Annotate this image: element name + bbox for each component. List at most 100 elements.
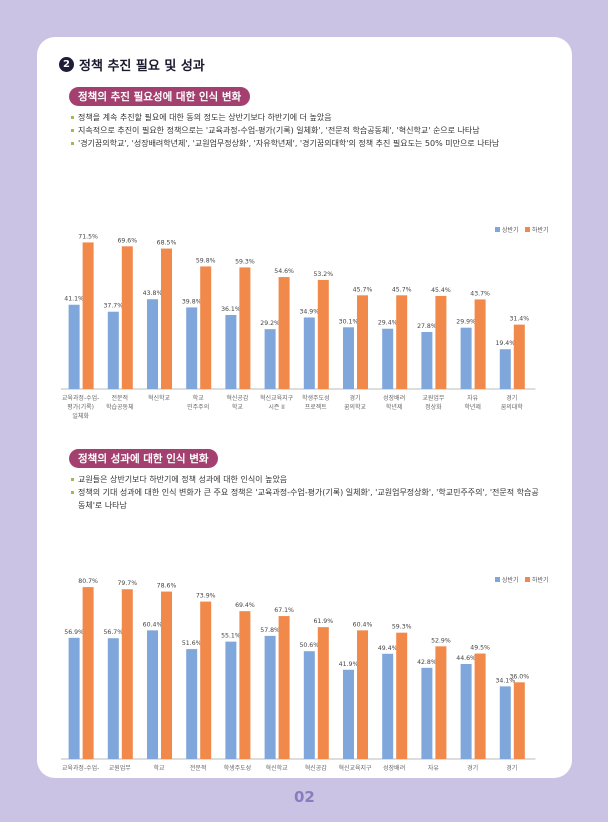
- category-label: 혁신공감: [226, 394, 249, 402]
- bar-second-half: [161, 591, 172, 759]
- data-label: 60.4%: [353, 621, 373, 628]
- bar-second-half: [474, 299, 486, 389]
- data-label: 19.4%: [495, 340, 515, 347]
- bar-second-half: [357, 295, 368, 389]
- bar-first-half: [68, 304, 80, 389]
- category-label: 정상화: [425, 403, 442, 411]
- bullet: '경기꿈의학교', '성장배려학년제', '교원업무정상화', '자유학년제',…: [71, 137, 541, 150]
- bar-second-half: [121, 589, 133, 759]
- category-label: 혁신교육지구: [260, 394, 294, 402]
- data-label: 55.1%: [221, 633, 241, 640]
- bar-first-half: [225, 641, 237, 759]
- category-label: 성장배려: [383, 764, 405, 772]
- section2-bullets: 교원들은 상반기보다 하반기에 정책 성과에 대한 인식이 높았음 정책의 기대…: [71, 473, 541, 512]
- bar-first-half: [382, 653, 394, 759]
- legend-swatch: [525, 227, 530, 232]
- bar-second-half: [82, 587, 94, 759]
- category-label: 혁신학교: [148, 394, 171, 402]
- category-label: 평가(기록): [67, 403, 94, 411]
- data-label: 73.9%: [196, 593, 216, 600]
- data-label: 45.7%: [392, 286, 412, 293]
- data-label: 67.1%: [274, 607, 294, 614]
- bar-second-half: [278, 277, 290, 389]
- bar-first-half: [303, 651, 315, 759]
- bar-second-half: [435, 646, 447, 759]
- bar-second-half: [239, 267, 251, 389]
- data-label: 34.1%: [495, 677, 515, 684]
- bar-first-half: [264, 635, 276, 759]
- data-label: 45.4%: [431, 287, 451, 294]
- data-label: 79.7%: [117, 580, 137, 587]
- legend-label: 하반기: [532, 226, 549, 234]
- data-label: 29.2%: [260, 320, 280, 327]
- category-label: 혁신교육지구: [338, 764, 372, 772]
- category-label: 민주주의: [187, 403, 209, 411]
- category-label: 경기: [467, 764, 478, 772]
- bar-first-half: [343, 327, 354, 389]
- data-label: 43.7%: [470, 290, 490, 297]
- bar-first-half: [107, 638, 119, 759]
- category-label: 학교: [232, 403, 244, 411]
- category-label: 학년제: [386, 403, 403, 411]
- data-label: 52.9%: [431, 637, 451, 644]
- data-label: 42.8%: [417, 659, 437, 666]
- data-label: 43.8%: [143, 290, 163, 297]
- category-label: 꿈의학교: [344, 403, 367, 411]
- data-label: 41.1%: [64, 296, 84, 303]
- category-label: 교육과정-수업-: [62, 764, 99, 772]
- page-card: 2 정책 추진 필요 및 성과 정책의 추진 필요성에 대한 인식 변화 정책을 …: [37, 37, 572, 790]
- data-label: 45.7%: [353, 286, 373, 293]
- data-label: 59.3%: [235, 258, 255, 265]
- bullet: 지속적으로 추진이 필요한 정책으로는 '교육과정-수업-평가(기록) 일체화'…: [71, 124, 541, 137]
- bar-second-half: [513, 324, 525, 389]
- bar-second-half: [317, 279, 329, 389]
- category-label: 교원업무: [109, 764, 132, 772]
- category-label: 학습공동체: [106, 403, 134, 411]
- data-label: 36.1%: [221, 306, 241, 313]
- category-label: 경기: [349, 394, 360, 402]
- category-label: 전문적: [190, 764, 207, 772]
- bar-second-half: [474, 653, 486, 759]
- data-label: 37.7%: [103, 303, 123, 310]
- chart-need: 상반기 하반기 41.1% 71.5% 교육과정-수업- 평가(기록) 일체화 37.7% 69…: [37, 187, 572, 437]
- bar-first-half: [225, 314, 237, 389]
- data-label: 69.4%: [235, 602, 255, 609]
- data-label: 78.6%: [157, 583, 177, 590]
- bar-second-half: [121, 246, 133, 389]
- data-label: 68.5%: [157, 240, 177, 247]
- data-label: 30.1%: [339, 318, 359, 325]
- section1-heading: 정책의 추진 필요성에 대한 인식 변화: [69, 87, 251, 106]
- data-label: 41.9%: [339, 661, 359, 668]
- data-label: 36.0%: [509, 673, 529, 680]
- bar-second-half: [161, 248, 172, 389]
- data-label: 71.5%: [78, 233, 98, 240]
- data-label: 34.9%: [299, 308, 319, 315]
- legend-swatch: [525, 577, 530, 582]
- category-label: 교원업무: [422, 394, 445, 402]
- bar-second-half: [200, 601, 212, 759]
- category-label: 학년제: [464, 403, 481, 411]
- bar-first-half: [460, 327, 472, 389]
- category-label: 혁신공감: [305, 764, 328, 772]
- category-label: 꿈의대학: [501, 403, 524, 411]
- data-label: 29.4%: [378, 320, 398, 327]
- bar-second-half: [200, 266, 212, 389]
- legend-swatch: [495, 577, 500, 582]
- section2-heading: 정책의 성과에 대한 인식 변화: [69, 449, 218, 468]
- category-label: 경기: [506, 764, 517, 772]
- bar-second-half: [357, 630, 368, 759]
- bar-second-half: [435, 295, 447, 389]
- chart-performance: 상반기하반기56.9%80.7%교육과정-수업-평가(기록)일체화56.7%79…: [37, 532, 572, 790]
- category-label: 학생주도성: [224, 764, 252, 772]
- data-label: 56.7%: [103, 629, 123, 636]
- category-label: 성장배려: [383, 394, 405, 402]
- category-label: 학교: [193, 394, 205, 402]
- category-label: 전문적: [112, 394, 129, 402]
- bullet: 교원들은 상반기보다 하반기에 정책 성과에 대한 인식이 높았음: [71, 473, 541, 486]
- bar-first-half: [343, 669, 354, 759]
- category-label: 프로젝트: [305, 403, 328, 411]
- bar-first-half: [186, 649, 198, 759]
- data-label: 31.4%: [509, 316, 529, 323]
- data-label: 57.8%: [260, 627, 280, 634]
- bar-first-half: [186, 307, 198, 389]
